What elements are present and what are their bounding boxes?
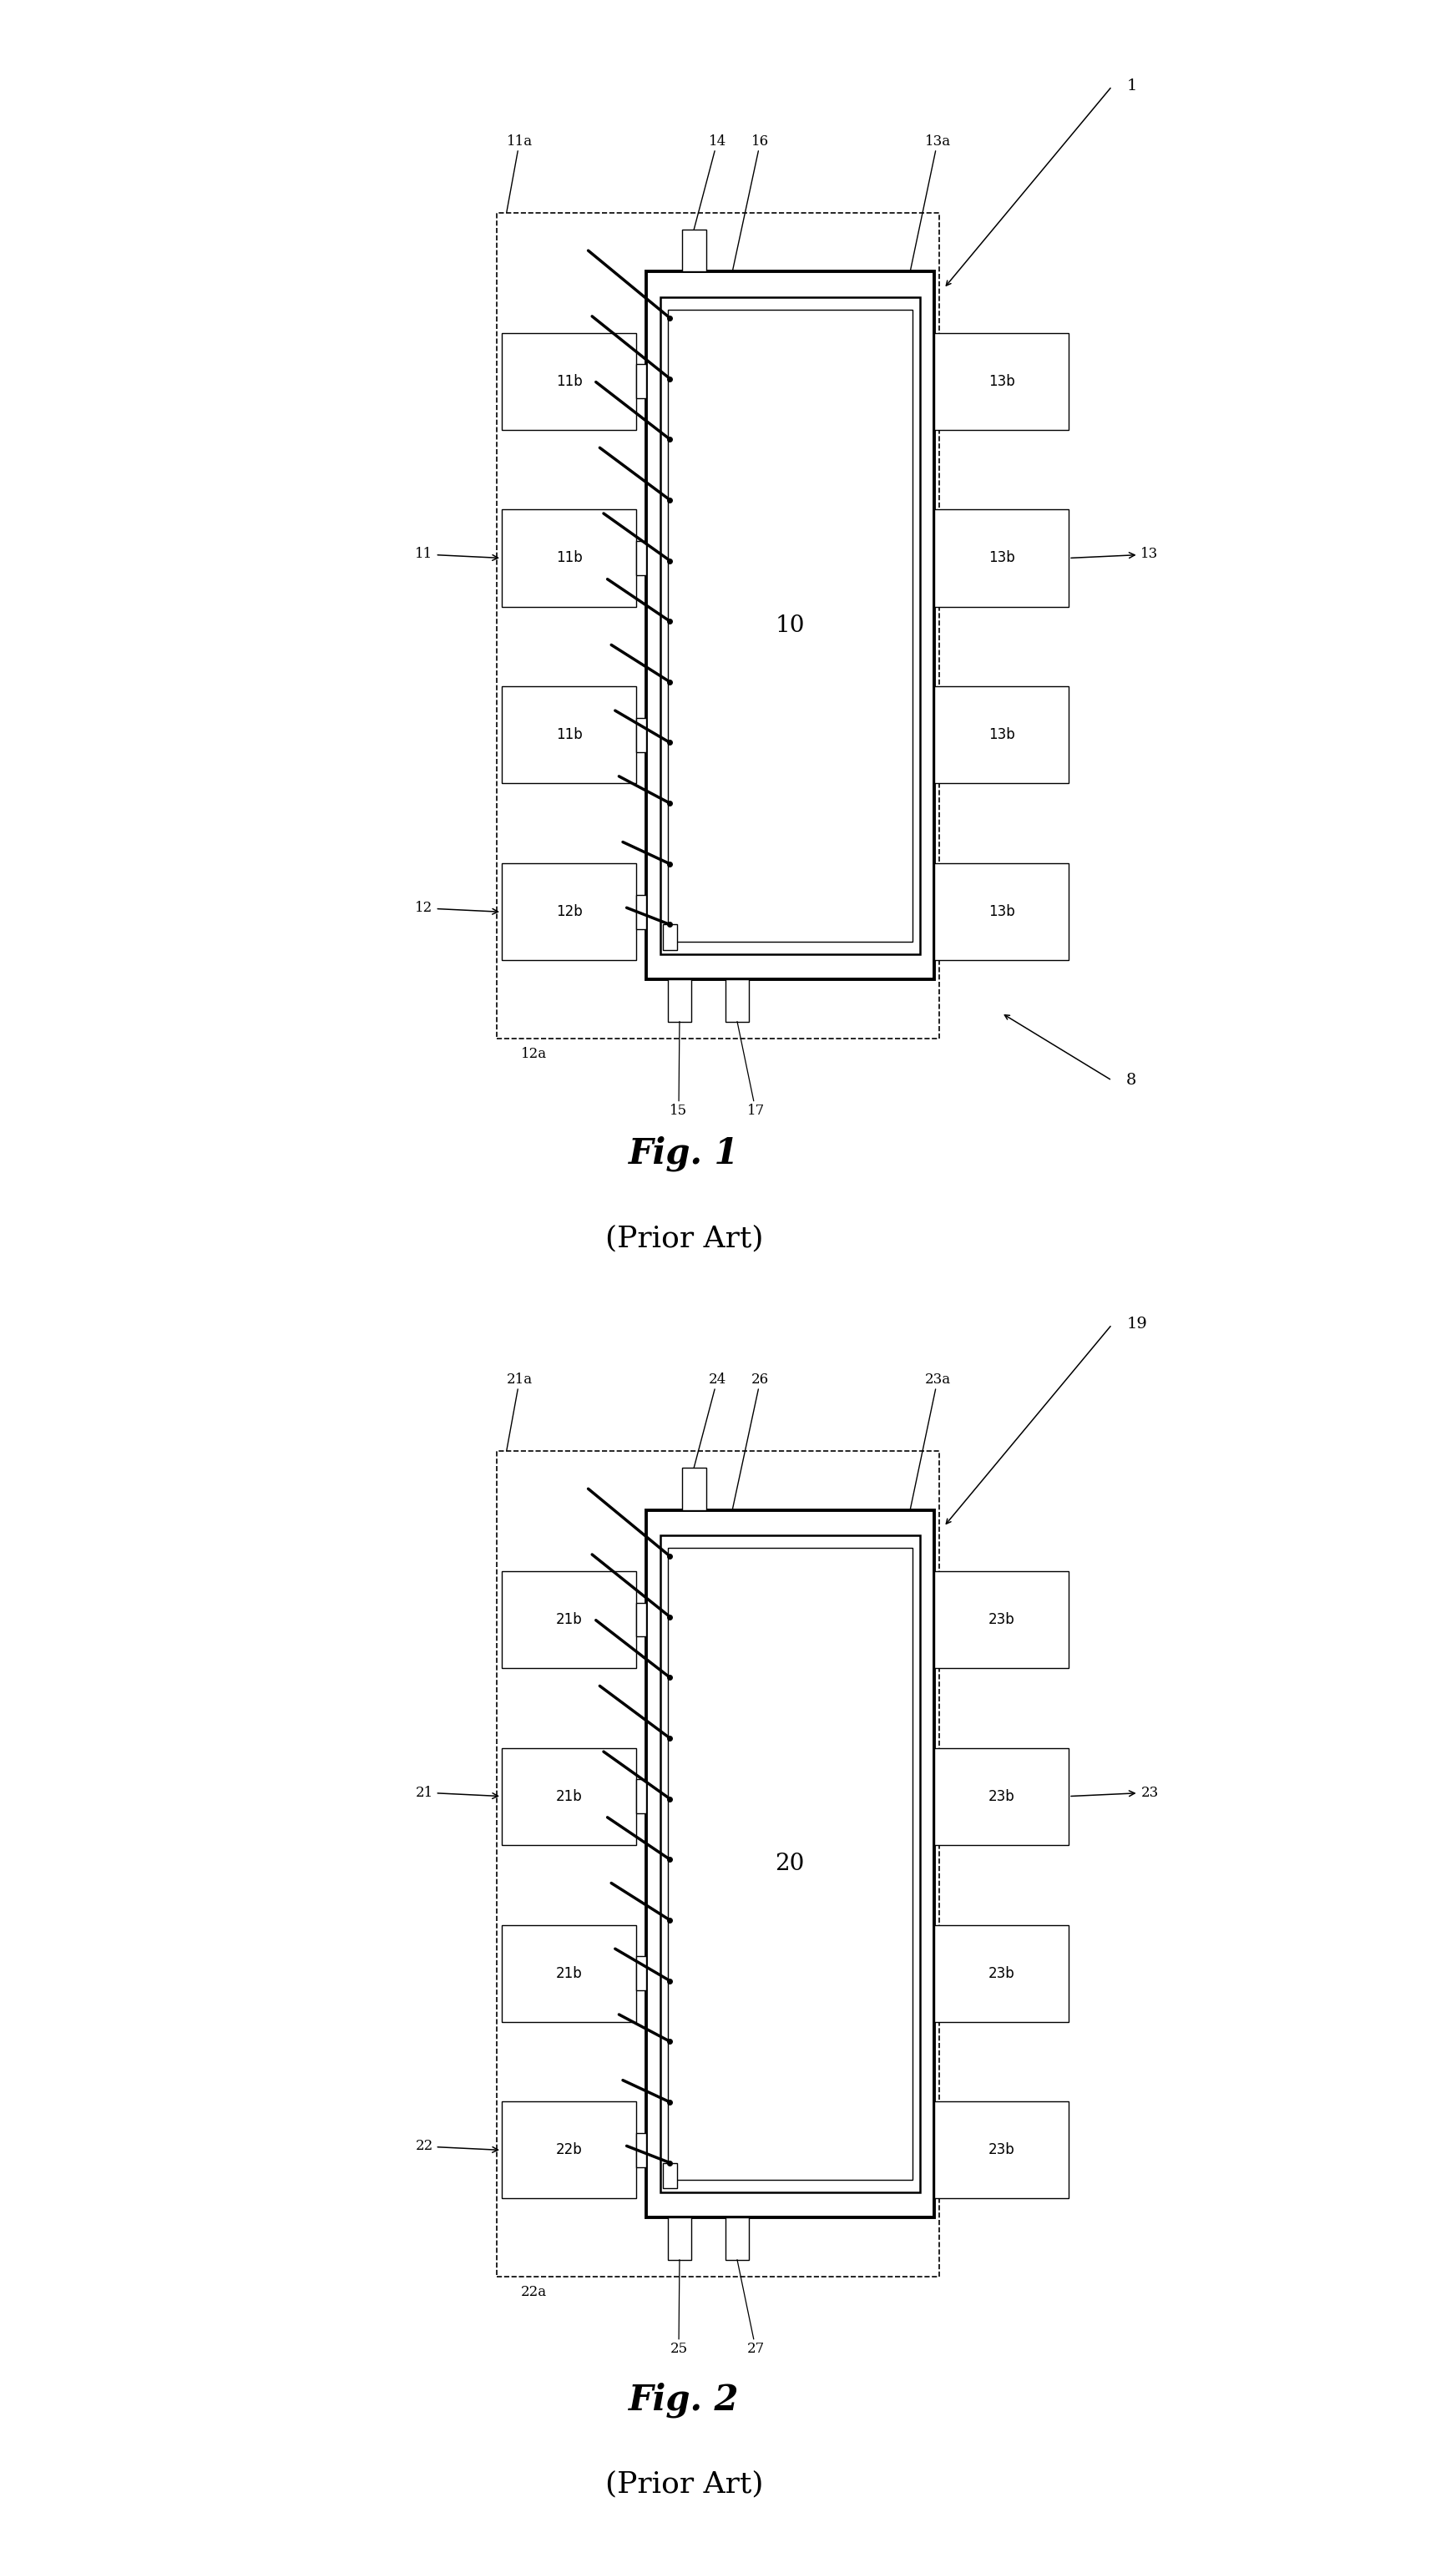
Text: 11a: 11a	[507, 135, 533, 212]
Bar	[667, 2219, 692, 2259]
Bar	[636, 2134, 646, 2167]
Text: 13: 13	[1072, 546, 1159, 562]
Text: 23: 23	[1072, 1785, 1159, 1800]
Bar	[662, 924, 677, 950]
Bar	[935, 332, 1069, 429]
Text: Fig. 1: Fig. 1	[629, 1136, 740, 1172]
Bar	[502, 1925, 636, 2022]
Bar	[502, 511, 636, 608]
Text: 23b: 23b	[989, 1611, 1015, 1626]
Bar	[935, 1570, 1069, 1667]
Bar	[661, 296, 920, 955]
Text: 24: 24	[695, 1374, 727, 1468]
Text: 11: 11	[415, 546, 498, 562]
Bar	[636, 717, 646, 751]
Text: 14: 14	[695, 135, 727, 230]
Text: 12a: 12a	[521, 1047, 547, 1062]
Text: 27: 27	[737, 2259, 764, 2356]
Bar	[646, 1509, 935, 2219]
Text: 16: 16	[732, 135, 769, 271]
Bar	[502, 2101, 636, 2198]
Bar	[667, 309, 913, 942]
Text: (Prior Art): (Prior Art)	[606, 1223, 763, 1254]
Text: 21b: 21b	[556, 1790, 582, 1805]
Bar	[935, 2101, 1069, 2198]
Bar	[935, 1749, 1069, 1846]
Bar	[636, 896, 646, 929]
Text: 22b: 22b	[556, 2142, 582, 2157]
Bar	[661, 1534, 920, 2193]
Text: 13b: 13b	[989, 904, 1015, 919]
Text: 21b: 21b	[556, 1966, 582, 1981]
Bar	[935, 863, 1069, 960]
Bar	[636, 1779, 646, 1813]
Text: 11b: 11b	[556, 551, 582, 567]
Text: 13b: 13b	[989, 551, 1015, 567]
Text: 13b: 13b	[989, 373, 1015, 388]
Bar	[502, 1749, 636, 1846]
Bar	[662, 2162, 677, 2188]
Bar	[636, 365, 646, 398]
Bar	[636, 1956, 646, 1991]
Text: 19: 19	[1127, 1317, 1147, 1333]
Bar	[667, 980, 692, 1021]
Text: 15: 15	[670, 1021, 687, 1118]
Text: 21: 21	[415, 1785, 498, 1800]
Text: 21b: 21b	[556, 1611, 582, 1626]
Text: 22a: 22a	[521, 2285, 547, 2300]
Text: (Prior Art): (Prior Art)	[606, 2469, 763, 2499]
Bar	[502, 332, 636, 429]
Bar	[502, 1570, 636, 1667]
Text: 23b: 23b	[989, 1790, 1015, 1805]
Text: 25: 25	[670, 2259, 687, 2356]
Bar	[636, 1603, 646, 1636]
Bar	[496, 212, 939, 1039]
Text: 26: 26	[732, 1374, 769, 1509]
Bar	[681, 230, 706, 271]
Text: 21a: 21a	[507, 1374, 533, 1450]
Text: 22: 22	[415, 2139, 498, 2155]
Text: 13a: 13a	[910, 135, 951, 271]
Text: 23a: 23a	[910, 1374, 951, 1509]
Text: 11b: 11b	[556, 728, 582, 743]
Bar	[935, 1925, 1069, 2022]
Bar	[935, 687, 1069, 784]
Text: 13b: 13b	[989, 728, 1015, 743]
Text: 8: 8	[1127, 1072, 1137, 1088]
Bar	[502, 863, 636, 960]
Text: 10: 10	[775, 615, 805, 636]
Text: 1: 1	[1127, 79, 1137, 94]
Bar	[681, 1468, 706, 1509]
Bar	[502, 687, 636, 784]
Text: 12: 12	[415, 901, 498, 917]
Text: 20: 20	[775, 1853, 805, 1874]
Bar	[667, 1547, 913, 2180]
Bar	[725, 980, 750, 1021]
Bar	[636, 541, 646, 574]
Text: Fig. 2: Fig. 2	[629, 2382, 740, 2418]
Text: 23b: 23b	[989, 2142, 1015, 2157]
Text: 11b: 11b	[556, 373, 582, 388]
Text: 17: 17	[737, 1021, 764, 1118]
Text: 12b: 12b	[556, 904, 582, 919]
Text: 23b: 23b	[989, 1966, 1015, 1981]
Bar	[646, 271, 935, 980]
Bar	[496, 1450, 939, 2277]
Bar	[935, 511, 1069, 608]
Bar	[725, 2219, 750, 2259]
